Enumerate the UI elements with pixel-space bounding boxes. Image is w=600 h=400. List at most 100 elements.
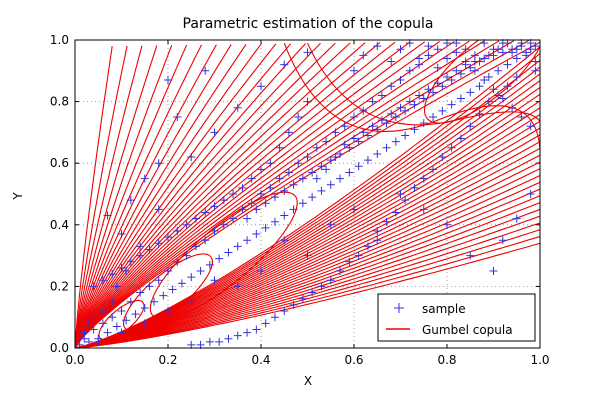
gumbel-contour-upper xyxy=(75,45,128,348)
sample-point xyxy=(391,208,400,217)
sample-point xyxy=(480,76,489,85)
sample-point xyxy=(443,72,451,81)
sample-point xyxy=(498,236,507,245)
y-axis-label: Y xyxy=(11,192,25,201)
y-tick-label: 0.4 xyxy=(50,218,69,232)
sample-point xyxy=(117,263,126,272)
gumbel-contour-upper xyxy=(75,44,202,348)
sample-point xyxy=(89,325,98,334)
gumbel-contour-lower xyxy=(75,134,540,348)
sample-point xyxy=(154,239,163,248)
sample-point xyxy=(494,45,503,54)
sample-point xyxy=(308,193,317,202)
sample-point xyxy=(461,45,470,54)
sample-point xyxy=(210,276,219,285)
sample-point xyxy=(424,42,433,51)
sample-point xyxy=(377,91,386,100)
sample-point xyxy=(210,202,219,211)
sample-point xyxy=(456,69,465,78)
sample-point xyxy=(117,307,126,316)
sample-point xyxy=(117,230,126,239)
y-tick-label: 0.2 xyxy=(50,279,69,293)
sample-point xyxy=(466,251,475,260)
sample-point xyxy=(326,156,335,165)
sample-point xyxy=(317,282,326,291)
gumbel-contour-upper xyxy=(75,41,396,348)
y-tick-label: 0.8 xyxy=(50,95,69,109)
sample-point xyxy=(340,122,349,131)
gumbel-contour-upper xyxy=(75,42,351,348)
y-tick-label: 1.0 xyxy=(50,33,69,47)
sample-point xyxy=(238,205,247,214)
gumbel-contour-upper xyxy=(75,40,530,348)
x-axis-label: X xyxy=(304,374,312,388)
sample-point xyxy=(177,279,186,288)
sample-point xyxy=(252,205,261,214)
x-tick-label: 1.0 xyxy=(530,353,549,367)
sample-point xyxy=(322,165,331,174)
x-tick-label: 0.0 xyxy=(65,353,84,367)
sample-point xyxy=(205,337,214,346)
gumbel-contour-lower xyxy=(75,93,540,348)
legend-sample-marker xyxy=(394,303,404,313)
sample-point xyxy=(75,331,84,340)
sample-point xyxy=(433,79,442,88)
gumbel-contour-upper xyxy=(75,41,540,348)
sample-point xyxy=(215,337,224,346)
sample-point xyxy=(252,325,261,334)
sample-point xyxy=(275,174,284,183)
sample-point xyxy=(247,199,256,208)
gumbel-contour-lower xyxy=(75,242,540,348)
sample-point xyxy=(429,88,438,97)
sample-point xyxy=(433,45,442,54)
sample-point xyxy=(229,214,238,223)
sample-point xyxy=(531,66,540,75)
sample-point xyxy=(196,267,205,275)
sample-point xyxy=(517,42,526,51)
sample-point xyxy=(280,236,289,245)
gumbel-contour-upper xyxy=(75,43,262,348)
gumbel-contour-lower xyxy=(75,66,540,348)
sample-point xyxy=(326,220,335,229)
sample-point xyxy=(345,168,354,177)
sample-point xyxy=(373,42,382,51)
sample-point xyxy=(275,143,284,152)
sample-point xyxy=(298,294,307,303)
y-tick-label: 0.0 xyxy=(50,341,69,355)
sample-point xyxy=(354,251,363,260)
sample-point xyxy=(108,313,117,322)
sample-point xyxy=(443,54,451,63)
sample-point xyxy=(187,273,196,282)
sample-point xyxy=(89,313,98,322)
sample-point xyxy=(429,165,438,174)
sample-point xyxy=(233,282,242,291)
gumbel-contour-upper xyxy=(75,43,277,348)
gumbel-contour-upper xyxy=(75,42,321,348)
sample-point xyxy=(122,316,131,325)
gumbel-contour-lower xyxy=(75,188,540,348)
sample-point xyxy=(150,297,159,306)
sample-point xyxy=(233,103,242,112)
sample-point xyxy=(470,66,479,75)
sample-point xyxy=(438,153,447,162)
sample-point xyxy=(136,251,145,260)
sample-point xyxy=(261,199,270,208)
gumbel-contour-lower xyxy=(75,175,540,348)
sample-point xyxy=(382,217,391,226)
sample-point xyxy=(452,48,461,57)
gumbel-contour-lower xyxy=(75,215,540,348)
sample-point xyxy=(475,109,484,118)
sample-point xyxy=(475,82,484,91)
sample-point xyxy=(219,196,228,205)
plot-frame xyxy=(74,39,541,349)
sample-point xyxy=(98,276,107,285)
sample-point xyxy=(415,54,424,63)
sample-point xyxy=(270,193,279,202)
sample-point xyxy=(84,337,93,346)
sample-point xyxy=(173,226,182,235)
sample-point xyxy=(326,276,335,285)
sample-point xyxy=(201,236,210,245)
sample-point xyxy=(112,282,121,291)
sample-point xyxy=(243,236,252,245)
gumbel-contour-lower xyxy=(75,195,540,348)
